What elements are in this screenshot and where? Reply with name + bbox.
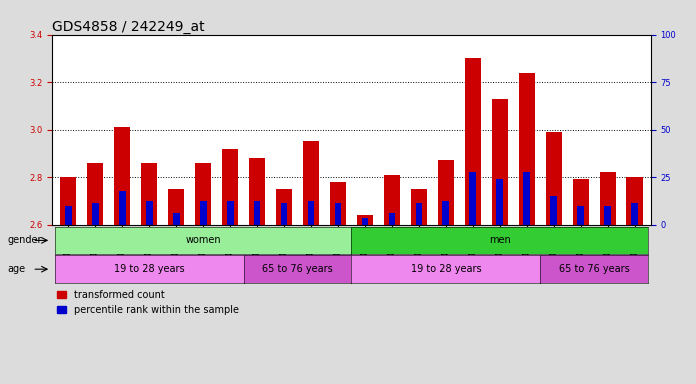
Bar xyxy=(362,217,368,225)
Bar xyxy=(200,201,207,225)
Text: GDS4858 / 242249_at: GDS4858 / 242249_at xyxy=(52,20,205,33)
Bar xyxy=(280,203,287,225)
Bar xyxy=(87,163,104,225)
Bar xyxy=(303,141,319,225)
Bar xyxy=(222,149,238,225)
Bar xyxy=(92,203,99,225)
Bar xyxy=(599,172,616,225)
Bar xyxy=(491,99,508,225)
Bar xyxy=(146,201,152,225)
Bar xyxy=(465,58,481,225)
Bar xyxy=(254,201,260,225)
Bar xyxy=(357,215,373,225)
Bar xyxy=(519,73,535,225)
Bar xyxy=(523,172,530,225)
Text: gender: gender xyxy=(8,235,42,245)
Bar xyxy=(438,161,454,225)
Bar xyxy=(61,177,77,225)
Bar xyxy=(443,201,449,225)
Bar xyxy=(227,201,234,225)
Bar xyxy=(383,175,400,225)
Bar xyxy=(551,196,557,225)
Bar xyxy=(330,182,346,225)
Text: age: age xyxy=(8,264,26,274)
Bar xyxy=(308,201,315,225)
Text: 19 to 28 years: 19 to 28 years xyxy=(114,264,184,274)
Bar xyxy=(631,203,638,225)
Bar xyxy=(276,189,292,225)
Bar xyxy=(573,179,589,225)
Bar xyxy=(411,189,427,225)
Bar xyxy=(496,179,503,225)
Bar xyxy=(249,158,265,225)
Bar xyxy=(168,189,184,225)
Bar xyxy=(119,191,126,225)
Text: 19 to 28 years: 19 to 28 years xyxy=(411,264,481,274)
Bar xyxy=(577,206,584,225)
Bar xyxy=(195,163,212,225)
Text: women: women xyxy=(185,235,221,245)
Bar xyxy=(604,206,611,225)
Legend: transformed count, percentile rank within the sample: transformed count, percentile rank withi… xyxy=(57,290,239,314)
Bar xyxy=(416,203,422,225)
Text: men: men xyxy=(489,235,511,245)
Bar xyxy=(173,213,180,225)
Text: 65 to 76 years: 65 to 76 years xyxy=(262,264,333,274)
Bar xyxy=(546,132,562,225)
Bar xyxy=(65,206,72,225)
Bar xyxy=(335,203,341,225)
Bar xyxy=(626,177,642,225)
Bar xyxy=(388,213,395,225)
Bar xyxy=(469,172,476,225)
Bar xyxy=(114,127,130,225)
Bar xyxy=(141,163,157,225)
Text: 65 to 76 years: 65 to 76 years xyxy=(559,264,629,274)
